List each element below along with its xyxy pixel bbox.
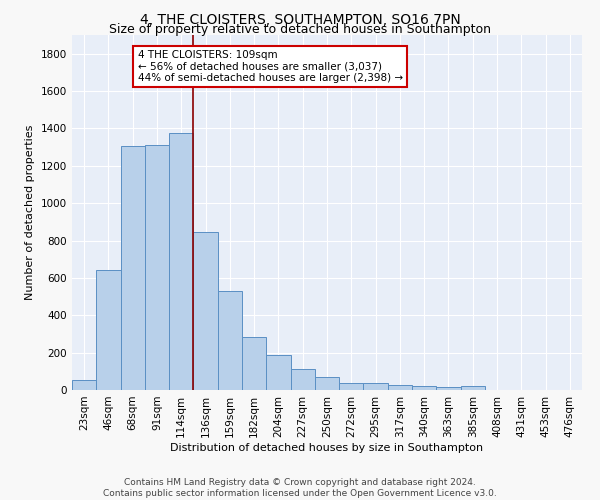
Y-axis label: Number of detached properties: Number of detached properties — [25, 125, 35, 300]
Text: Contains HM Land Registry data © Crown copyright and database right 2024.
Contai: Contains HM Land Registry data © Crown c… — [103, 478, 497, 498]
X-axis label: Distribution of detached houses by size in Southampton: Distribution of detached houses by size … — [170, 442, 484, 452]
Bar — [412, 386, 436, 390]
Bar — [339, 383, 364, 390]
Bar — [436, 387, 461, 390]
Bar — [169, 133, 193, 390]
Bar — [461, 386, 485, 390]
Bar — [218, 291, 242, 390]
Bar — [290, 370, 315, 390]
Bar — [121, 146, 145, 390]
Text: 4, THE CLOISTERS, SOUTHAMPTON, SO16 7PN: 4, THE CLOISTERS, SOUTHAMPTON, SO16 7PN — [140, 12, 460, 26]
Bar — [315, 377, 339, 390]
Text: 4 THE CLOISTERS: 109sqm
← 56% of detached houses are smaller (3,037)
44% of semi: 4 THE CLOISTERS: 109sqm ← 56% of detache… — [137, 50, 403, 83]
Bar — [96, 270, 121, 390]
Bar — [266, 356, 290, 390]
Bar — [388, 386, 412, 390]
Bar — [364, 383, 388, 390]
Bar — [145, 145, 169, 390]
Text: Size of property relative to detached houses in Southampton: Size of property relative to detached ho… — [109, 22, 491, 36]
Bar — [193, 232, 218, 390]
Bar — [72, 380, 96, 390]
Bar — [242, 337, 266, 390]
